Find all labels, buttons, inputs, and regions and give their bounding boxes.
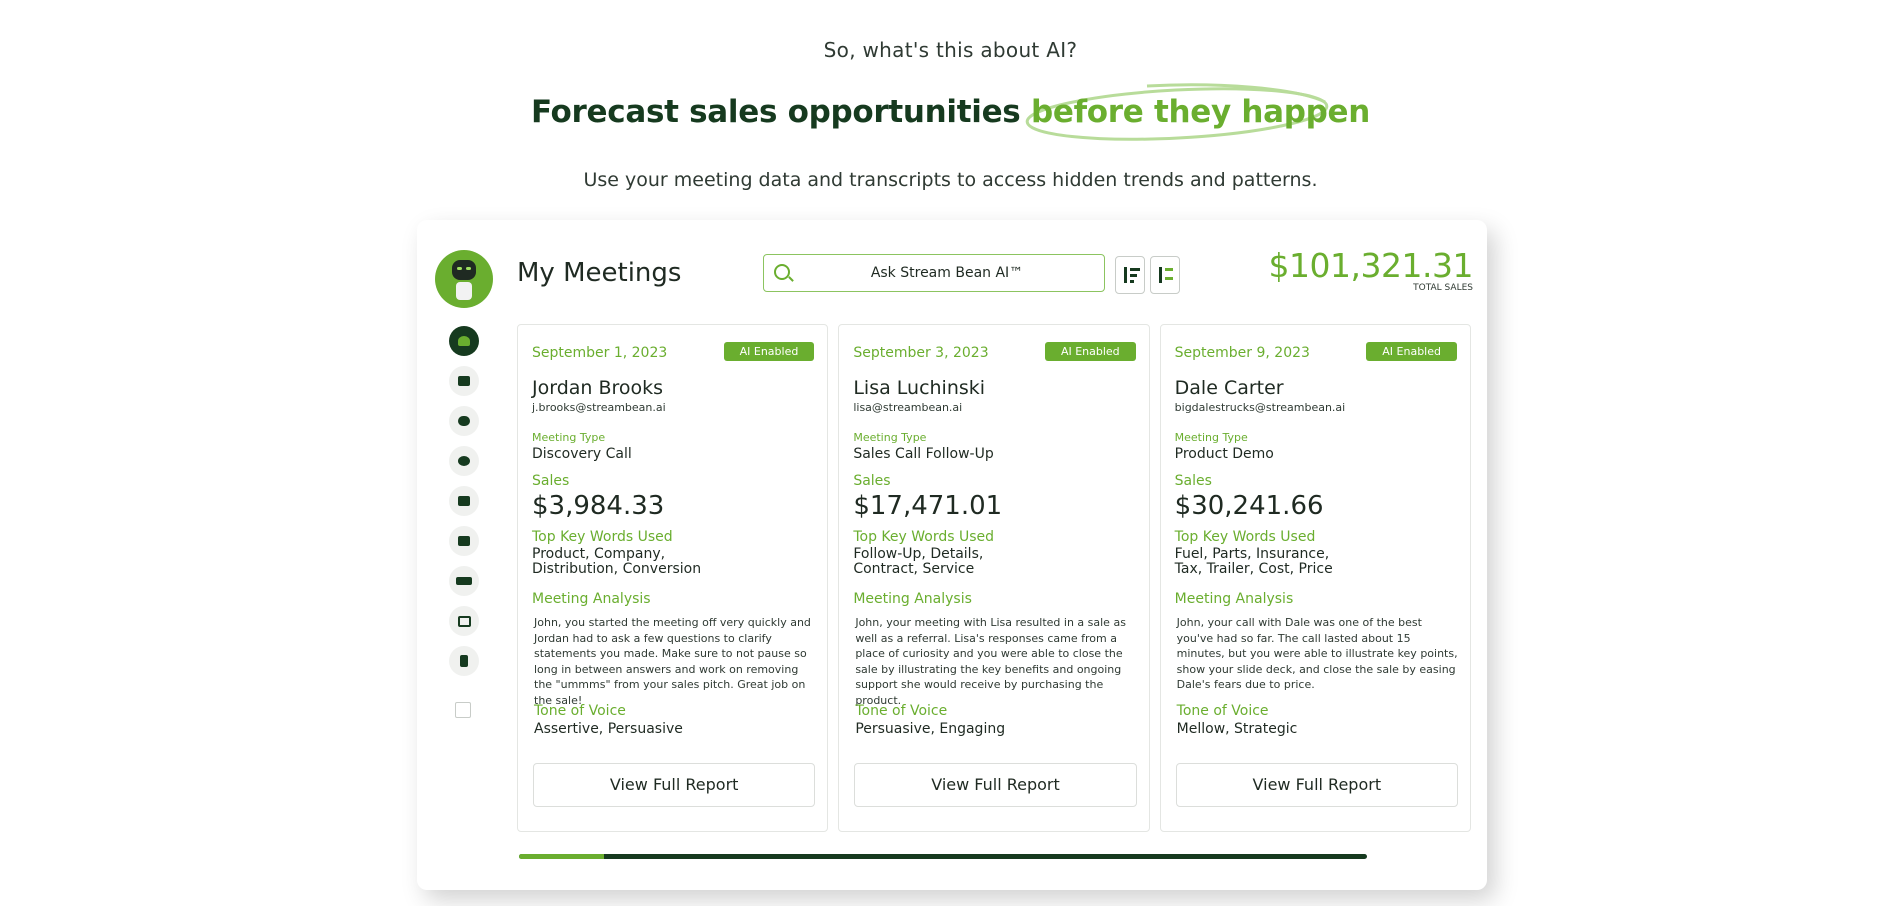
view-full-report-button[interactable]: View Full Report [533,763,816,807]
robot-avatar-icon[interactable] [435,250,493,308]
view-full-report-button[interactable]: View Full Report [854,763,1137,807]
carousel-progress-fill [519,854,604,859]
robot-icon[interactable] [449,406,479,436]
stripe-icon[interactable] [449,566,479,596]
keywords-label: Top Key Words Used [1174,529,1316,545]
analysis-text: John, your call with Dale was one of the… [1176,616,1458,691]
exit-icon[interactable] [449,646,479,676]
search-icon [774,264,790,280]
eyebrow-text: So, what's this about AI? [823,38,1078,62]
total-sales-label: TOTAL SALES [1413,283,1473,293]
meeting-type-label: Meeting Type [532,431,606,444]
meeting-date: September 9, 2023 [1174,345,1310,361]
meeting-card: September 9, 2023 AI Enabled Dale Carter… [1159,324,1471,832]
tone-label: Tone of Voice [855,703,948,719]
sales-value: $3,984.33 [532,491,665,521]
carousel-progress-bar[interactable] [519,854,1367,859]
sales-value: $17,471.01 [853,491,1003,521]
tone-value: Persuasive, Engaging [855,721,1006,737]
sales-label: Sales [532,473,570,489]
keywords-line-2: Distribution, Conversion [532,561,702,577]
meeting-date: September 3, 2023 [853,345,989,361]
meeting-card: September 3, 2023 AI Enabled Lisa Luchin… [838,324,1150,832]
keywords-line-1: Fuel, Parts, Insurance, [1174,546,1330,562]
contact-email: j.brooks@streambean.ai [532,401,666,414]
meeting-cards: September 1, 2023 AI Enabled Jordan Broo… [517,324,1471,832]
tone-label: Tone of Voice [534,703,626,719]
headline: Forecast sales opportunities before they… [0,83,1901,141]
analysis-text: John, your meeting with Lisa resulted in… [855,616,1126,707]
sidebar-nav [447,326,481,718]
search-input-text: Ask Stream Bean AI™ [870,265,1024,281]
tone-value: Mellow, Strategic [1176,721,1298,737]
meeting-type-label: Meeting Type [853,431,927,444]
calendar-icon[interactable] [449,486,479,516]
keywords-label: Top Key Words Used [532,529,673,545]
meeting-type-value: Product Demo [1174,446,1274,462]
contact-name: Jordan Brooks [532,377,664,399]
video-icon[interactable] [449,606,479,636]
analysis-label: Meeting Analysis [532,591,651,607]
contact-email: lisa@streambean.ai [853,401,963,414]
subtitle: Use your meeting data and transcripts to… [583,169,1318,191]
contact-name: Dale Carter [1174,377,1284,399]
headline-main: Forecast sales opportunities [530,94,1021,130]
keywords-line-1: Product, Company, [532,546,666,562]
ai-enabled-badge: AI Enabled [723,342,815,361]
presentation-icon[interactable] [449,366,479,396]
tone-label: Tone of Voice [1176,703,1269,719]
sort-descending-button[interactable] [1115,256,1145,294]
meeting-type-value: Discovery Call [532,446,632,462]
keywords-line-2: Tax, Trailer, Cost, Price [1174,561,1333,577]
sales-value: $30,241.66 [1174,491,1324,521]
headline-highlight-text: before they happen [1030,94,1371,130]
sort-alpha-button[interactable] [1150,256,1180,294]
total-sales-amount: $101,321.31 [1268,246,1474,285]
contact-email: bigdalestrucks@streambean.ai [1174,401,1346,414]
dashboard-panel: My Meetings Ask Stream Bean AI™ $101,321… [417,220,1487,890]
tone-value: Assertive, Persuasive [534,721,683,737]
contact-name: Lisa Luchinski [853,377,986,399]
sales-label: Sales [853,473,891,489]
sales-label: Sales [1174,473,1212,489]
page-title: My Meetings [517,258,682,288]
keywords-line-2: Contract, Service [853,561,975,577]
analysis-label: Meeting Analysis [1174,591,1294,607]
view-full-report-button[interactable]: View Full Report [1175,763,1458,807]
meeting-type-label: Meeting Type [1174,431,1248,444]
analysis-label: Meeting Analysis [853,591,972,607]
search-input[interactable]: Ask Stream Bean AI™ [763,254,1105,292]
analysis-text: John, you started the meeting off very q… [534,616,811,707]
total-sales: $101,321.31 TOTAL SALES [1268,246,1474,293]
external-link-icon[interactable] [455,702,471,718]
meeting-date: September 1, 2023 [532,345,668,361]
ai-enabled-badge: AI Enabled [1044,342,1136,361]
keywords-label: Top Key Words Used [853,529,995,545]
ai-enabled-badge: AI Enabled [1366,342,1457,361]
report-icon[interactable] [449,526,479,556]
meeting-card: September 1, 2023 AI Enabled Jordan Broo… [517,324,829,832]
keywords-line-1: Follow-Up, Details, [853,546,984,562]
meeting-type-value: Sales Call Follow-Up [853,446,994,462]
headline-highlight: before they happen [1025,83,1371,141]
rocket-icon[interactable] [449,326,479,356]
team-icon[interactable] [449,446,479,476]
